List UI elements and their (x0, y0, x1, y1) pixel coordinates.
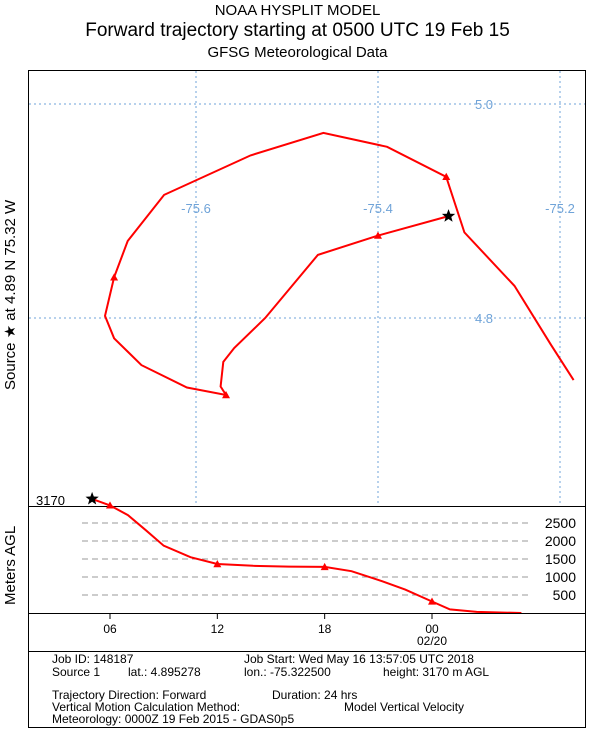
vertical-method-label: Vertical Motion Calculation Method: (52, 700, 241, 714)
height-marker (320, 562, 329, 571)
source-latitude: lat.: 4.895278 (128, 665, 201, 679)
source-height: height: 3170 m AGL (383, 665, 490, 679)
trajectory-marker (374, 231, 382, 239)
height-source-star-icon (85, 491, 99, 505)
height-gridlines (82, 522, 530, 596)
height-tick-label: 2500 (545, 515, 576, 531)
height-marker (213, 560, 222, 568)
map-grid-labels: 5.0 4.8 -75.6 -75.4 -75.2 (181, 97, 575, 326)
longitude-label: -75.2 (545, 201, 575, 216)
vertical-method-value: Model Vertical Velocity (344, 700, 465, 714)
height-profile-line (91, 497, 522, 614)
meteorology-info: Meteorology: 0000Z 19 Feb 2015 - GDAS0p5 (52, 712, 295, 726)
height-tick-labels: 2500 2000 1500 1000 500 (545, 515, 576, 603)
source-star-icon (441, 209, 456, 222)
meteorology-title: GFSG Meteorological Data (207, 44, 388, 61)
longitude-label: -75.6 (181, 201, 211, 216)
latitude-label: 4.8 (475, 311, 493, 326)
trajectory-duration: Duration: 24 hrs (272, 688, 358, 702)
longitude-label: -75.4 (363, 201, 393, 216)
height-tick-label: 2000 (545, 533, 576, 549)
height-star-shape (85, 491, 99, 505)
source-location-label: Source ★ at 4.89 N 75.32 W (2, 199, 19, 390)
trajectory-hour-markers (110, 172, 451, 399)
height-marker (428, 597, 436, 605)
trajectory-line (103, 131, 575, 397)
source-number: Source 1 (52, 665, 101, 679)
height-axis-label: Meters AGL (2, 526, 19, 605)
info-frame (28, 651, 586, 728)
job-id: Job ID: 148187 (52, 652, 134, 666)
time-tick-label: 18 (318, 622, 332, 636)
latitude-label: 5.0 (475, 97, 493, 112)
height-hour-markers (106, 501, 436, 605)
date-label: 02/20 (417, 634, 447, 648)
time-tick-labels: 06 12 18 00 (103, 613, 439, 636)
time-tick-label: 00 (425, 622, 439, 636)
time-tick-label: 12 (211, 622, 225, 636)
trajectory-direction: Trajectory Direction: Forward (52, 688, 207, 702)
height-tick-label: 500 (553, 587, 577, 603)
height-marker (106, 501, 114, 509)
source-height-label: 3170 (36, 493, 65, 508)
model-title: NOAA HYSPLIT MODEL (214, 2, 381, 19)
source-star-shape (441, 209, 456, 222)
trajectory-marker (442, 172, 451, 180)
trajectory-marker (222, 391, 231, 399)
height-tick-label: 1500 (545, 551, 576, 567)
height-tick-label: 1000 (545, 569, 576, 585)
source-longitude: lon.: -75.322500 (244, 665, 331, 679)
trajectory-marker (110, 273, 119, 281)
time-tick-label: 06 (103, 622, 117, 636)
job-start: Job Start: Wed May 16 13:57:05 UTC 2018 (244, 652, 474, 666)
trajectory-title: Forward trajectory starting at 0500 UTC … (85, 20, 510, 41)
